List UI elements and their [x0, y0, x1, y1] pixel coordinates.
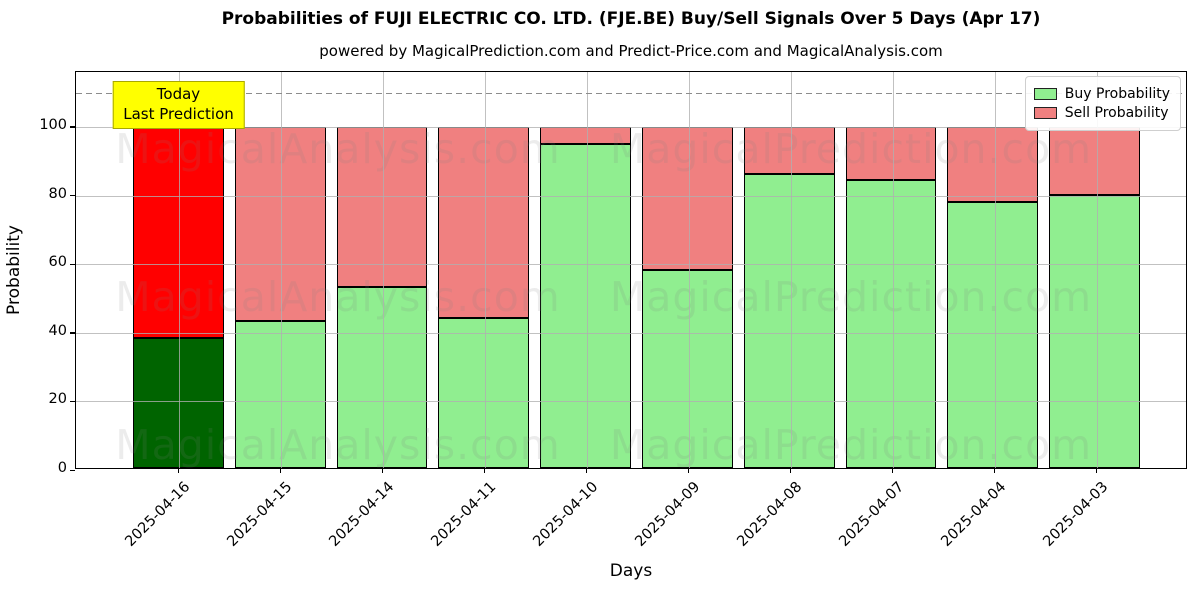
bar-2025-04-10: [540, 72, 631, 468]
x-tick-mark: [586, 468, 588, 473]
bar-segment-buy: [540, 143, 631, 468]
x-tick-label: 2025-04-11: [427, 479, 499, 550]
bar-2025-04-09: [641, 72, 733, 468]
annotation-line1: Today: [156, 85, 201, 103]
bar-segment-buy: [743, 174, 835, 468]
x-tick-label: 2025-04-08: [733, 479, 805, 550]
x-tick-mark: [178, 468, 180, 473]
bar-segment-buy: [336, 287, 428, 468]
bar-segment-buy: [1049, 194, 1140, 468]
legend: Buy Probability Sell Probability: [1024, 76, 1181, 131]
x-tick-label: 2025-04-07: [835, 479, 907, 550]
y-tick-label: 20: [48, 391, 67, 408]
legend-item-buy: Buy Probability: [1033, 86, 1170, 102]
annotation-line2: Last Prediction: [123, 104, 234, 123]
dashed-threshold-line: [76, 92, 1186, 94]
page-subtitle: powered by MagicalPrediction.com and Pre…: [319, 42, 943, 60]
x-tick-label: 2025-04-09: [631, 479, 703, 550]
x-tick-label: 2025-04-16: [121, 479, 193, 550]
y-tick-mark: [70, 126, 75, 128]
legend-item-sell: Sell Probability: [1033, 105, 1170, 121]
x-tick-mark: [280, 468, 282, 473]
x-tick-mark: [688, 468, 690, 473]
bar-2025-04-14: [336, 72, 428, 468]
bar-segment-buy: [641, 270, 733, 468]
bar-2025-04-03: [1049, 72, 1140, 468]
annotation-today: Today Last Prediction: [112, 81, 245, 129]
y-tick-mark: [70, 469, 75, 471]
y-tick-label: 0: [57, 460, 67, 476]
bar-segment-sell: [641, 126, 733, 270]
bar-segment-sell: [133, 126, 224, 339]
y-tick-mark: [70, 195, 75, 197]
bar-2025-04-16: [133, 72, 224, 468]
page-title: Probabilities of FUJI ELECTRIC CO. LTD. …: [221, 9, 1041, 29]
bar-2025-04-07: [845, 72, 937, 468]
y-tick-label: 40: [48, 322, 67, 339]
x-tick-label: 2025-04-10: [529, 479, 601, 550]
x-tick-label: 2025-04-14: [325, 479, 397, 550]
bar-segment-sell: [234, 126, 326, 322]
y-tick-mark: [70, 400, 75, 403]
legend-swatch-buy: [1033, 88, 1057, 100]
bar-segment-sell: [1049, 126, 1140, 195]
legend-label-buy: Buy Probability: [1064, 86, 1170, 102]
y-tick-label: 100: [39, 116, 67, 133]
bar-segment-buy: [845, 179, 937, 468]
legend-label-sell: Sell Probability: [1064, 105, 1169, 121]
bar-segment-buy: [234, 321, 326, 468]
x-tick-mark: [382, 468, 384, 473]
bar-segment-buy: [133, 338, 224, 468]
bar-segment-sell: [336, 126, 428, 288]
bars-layer: [76, 72, 1186, 468]
bar-segment-buy: [947, 201, 1039, 468]
y-tick-mark: [70, 263, 75, 265]
x-tick-label: 2025-04-15: [223, 479, 295, 550]
x-tick-mark: [790, 468, 792, 473]
bar-segment-sell: [947, 126, 1039, 202]
bar-segment-sell: [540, 126, 631, 144]
x-tick-mark: [1096, 468, 1098, 473]
y-axis-label: Probability: [4, 225, 24, 315]
y-tick-mark: [70, 332, 75, 334]
y-tick-label: 60: [48, 254, 67, 271]
x-tick-mark: [994, 468, 996, 473]
x-tick-mark: [892, 468, 894, 473]
legend-swatch-sell: [1033, 107, 1057, 119]
bar-segment-sell: [438, 126, 530, 318]
plot-area: MagicalAnalysis.comMagicalPrediction.com…: [70, 71, 1187, 473]
bar-segment-sell: [743, 126, 835, 175]
bar-2025-04-11: [438, 72, 530, 468]
bar-segment-buy: [438, 317, 530, 468]
x-tick-label: 2025-04-04: [937, 479, 1009, 550]
bar-2025-04-08: [743, 72, 835, 468]
bar-2025-04-04: [947, 72, 1039, 468]
y-tick-label: 80: [48, 185, 67, 202]
x-axis-label: Days: [609, 561, 653, 581]
bar-2025-04-15: [234, 72, 326, 468]
bar-segment-sell: [845, 126, 937, 180]
x-tick-mark: [484, 468, 486, 473]
x-tick-label: 2025-04-03: [1039, 479, 1111, 550]
